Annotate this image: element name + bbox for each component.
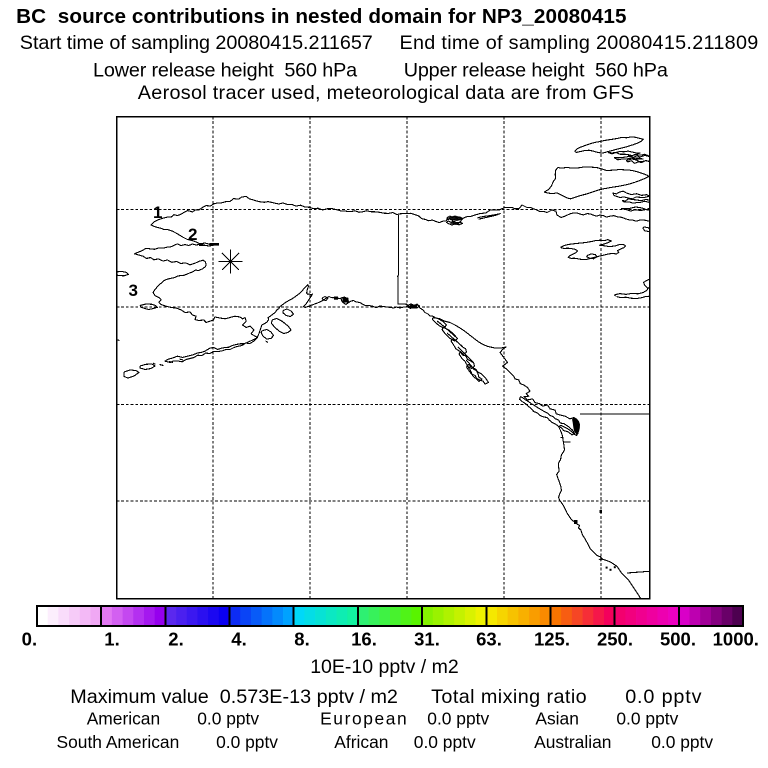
- svg-text:South American: South American: [57, 732, 180, 752]
- svg-text:0.: 0.: [22, 629, 37, 650]
- svg-text:Total mixing ratio: Total mixing ratio: [431, 686, 587, 708]
- svg-text:10E-10 pptv / m2: 10E-10 pptv / m2: [310, 656, 459, 678]
- svg-text:Lower release height 560 hPa: Lower release height 560 hPa: [93, 60, 357, 82]
- svg-text:0.0 pptv: 0.0 pptv: [616, 709, 678, 729]
- svg-text:63.: 63.: [476, 629, 502, 650]
- svg-text:1000.: 1000.: [713, 629, 759, 650]
- svg-text:8.: 8.: [294, 629, 309, 650]
- svg-text:Aerosol tracer used, meteorolo: Aerosol tracer used, meteorological data…: [138, 82, 634, 104]
- svg-text:0.0 pptv: 0.0 pptv: [427, 709, 489, 729]
- svg-text:European: European: [320, 709, 408, 729]
- svg-text:African: African: [334, 732, 388, 752]
- svg-text:4.: 4.: [231, 629, 246, 650]
- svg-text:125.: 125.: [534, 629, 570, 650]
- svg-text:31.: 31.: [414, 629, 440, 650]
- svg-text:250.: 250.: [597, 629, 633, 650]
- svg-text:Australian: Australian: [534, 732, 611, 752]
- svg-text:2.: 2.: [168, 629, 183, 650]
- svg-text:1.: 1.: [104, 629, 119, 650]
- svg-text:Start time of sampling 2008041: Start time of sampling 20080415.211657: [20, 32, 373, 54]
- svg-text:0.0 pptv: 0.0 pptv: [197, 709, 259, 729]
- svg-text:Asian: Asian: [535, 709, 579, 729]
- svg-text:500.: 500.: [660, 629, 696, 650]
- svg-text:0.0 pptv: 0.0 pptv: [216, 732, 278, 752]
- svg-text:0.0 pptv: 0.0 pptv: [414, 732, 476, 752]
- svg-text:16.: 16.: [351, 629, 377, 650]
- svg-text:Maximum value 0.573E-13 pptv: Maximum value 0.573E-13 pptv / m2: [70, 686, 398, 708]
- svg-text:Upper release height 560 hPa: Upper release height 560 hPa: [404, 60, 668, 82]
- svg-text:0.0 pptv: 0.0 pptv: [625, 686, 702, 708]
- svg-text:3: 3: [129, 281, 138, 300]
- svg-text:1: 1: [153, 203, 162, 222]
- svg-text:0.0 pptv: 0.0 pptv: [651, 732, 713, 752]
- svg-text:American: American: [87, 709, 160, 729]
- svg-text:2: 2: [188, 225, 197, 244]
- svg-text:End time of sampling 20080415.: End time of sampling 20080415.211809: [400, 32, 759, 54]
- svg-text:BC source contributions in ne: BC source contributions in nested domain…: [16, 5, 627, 28]
